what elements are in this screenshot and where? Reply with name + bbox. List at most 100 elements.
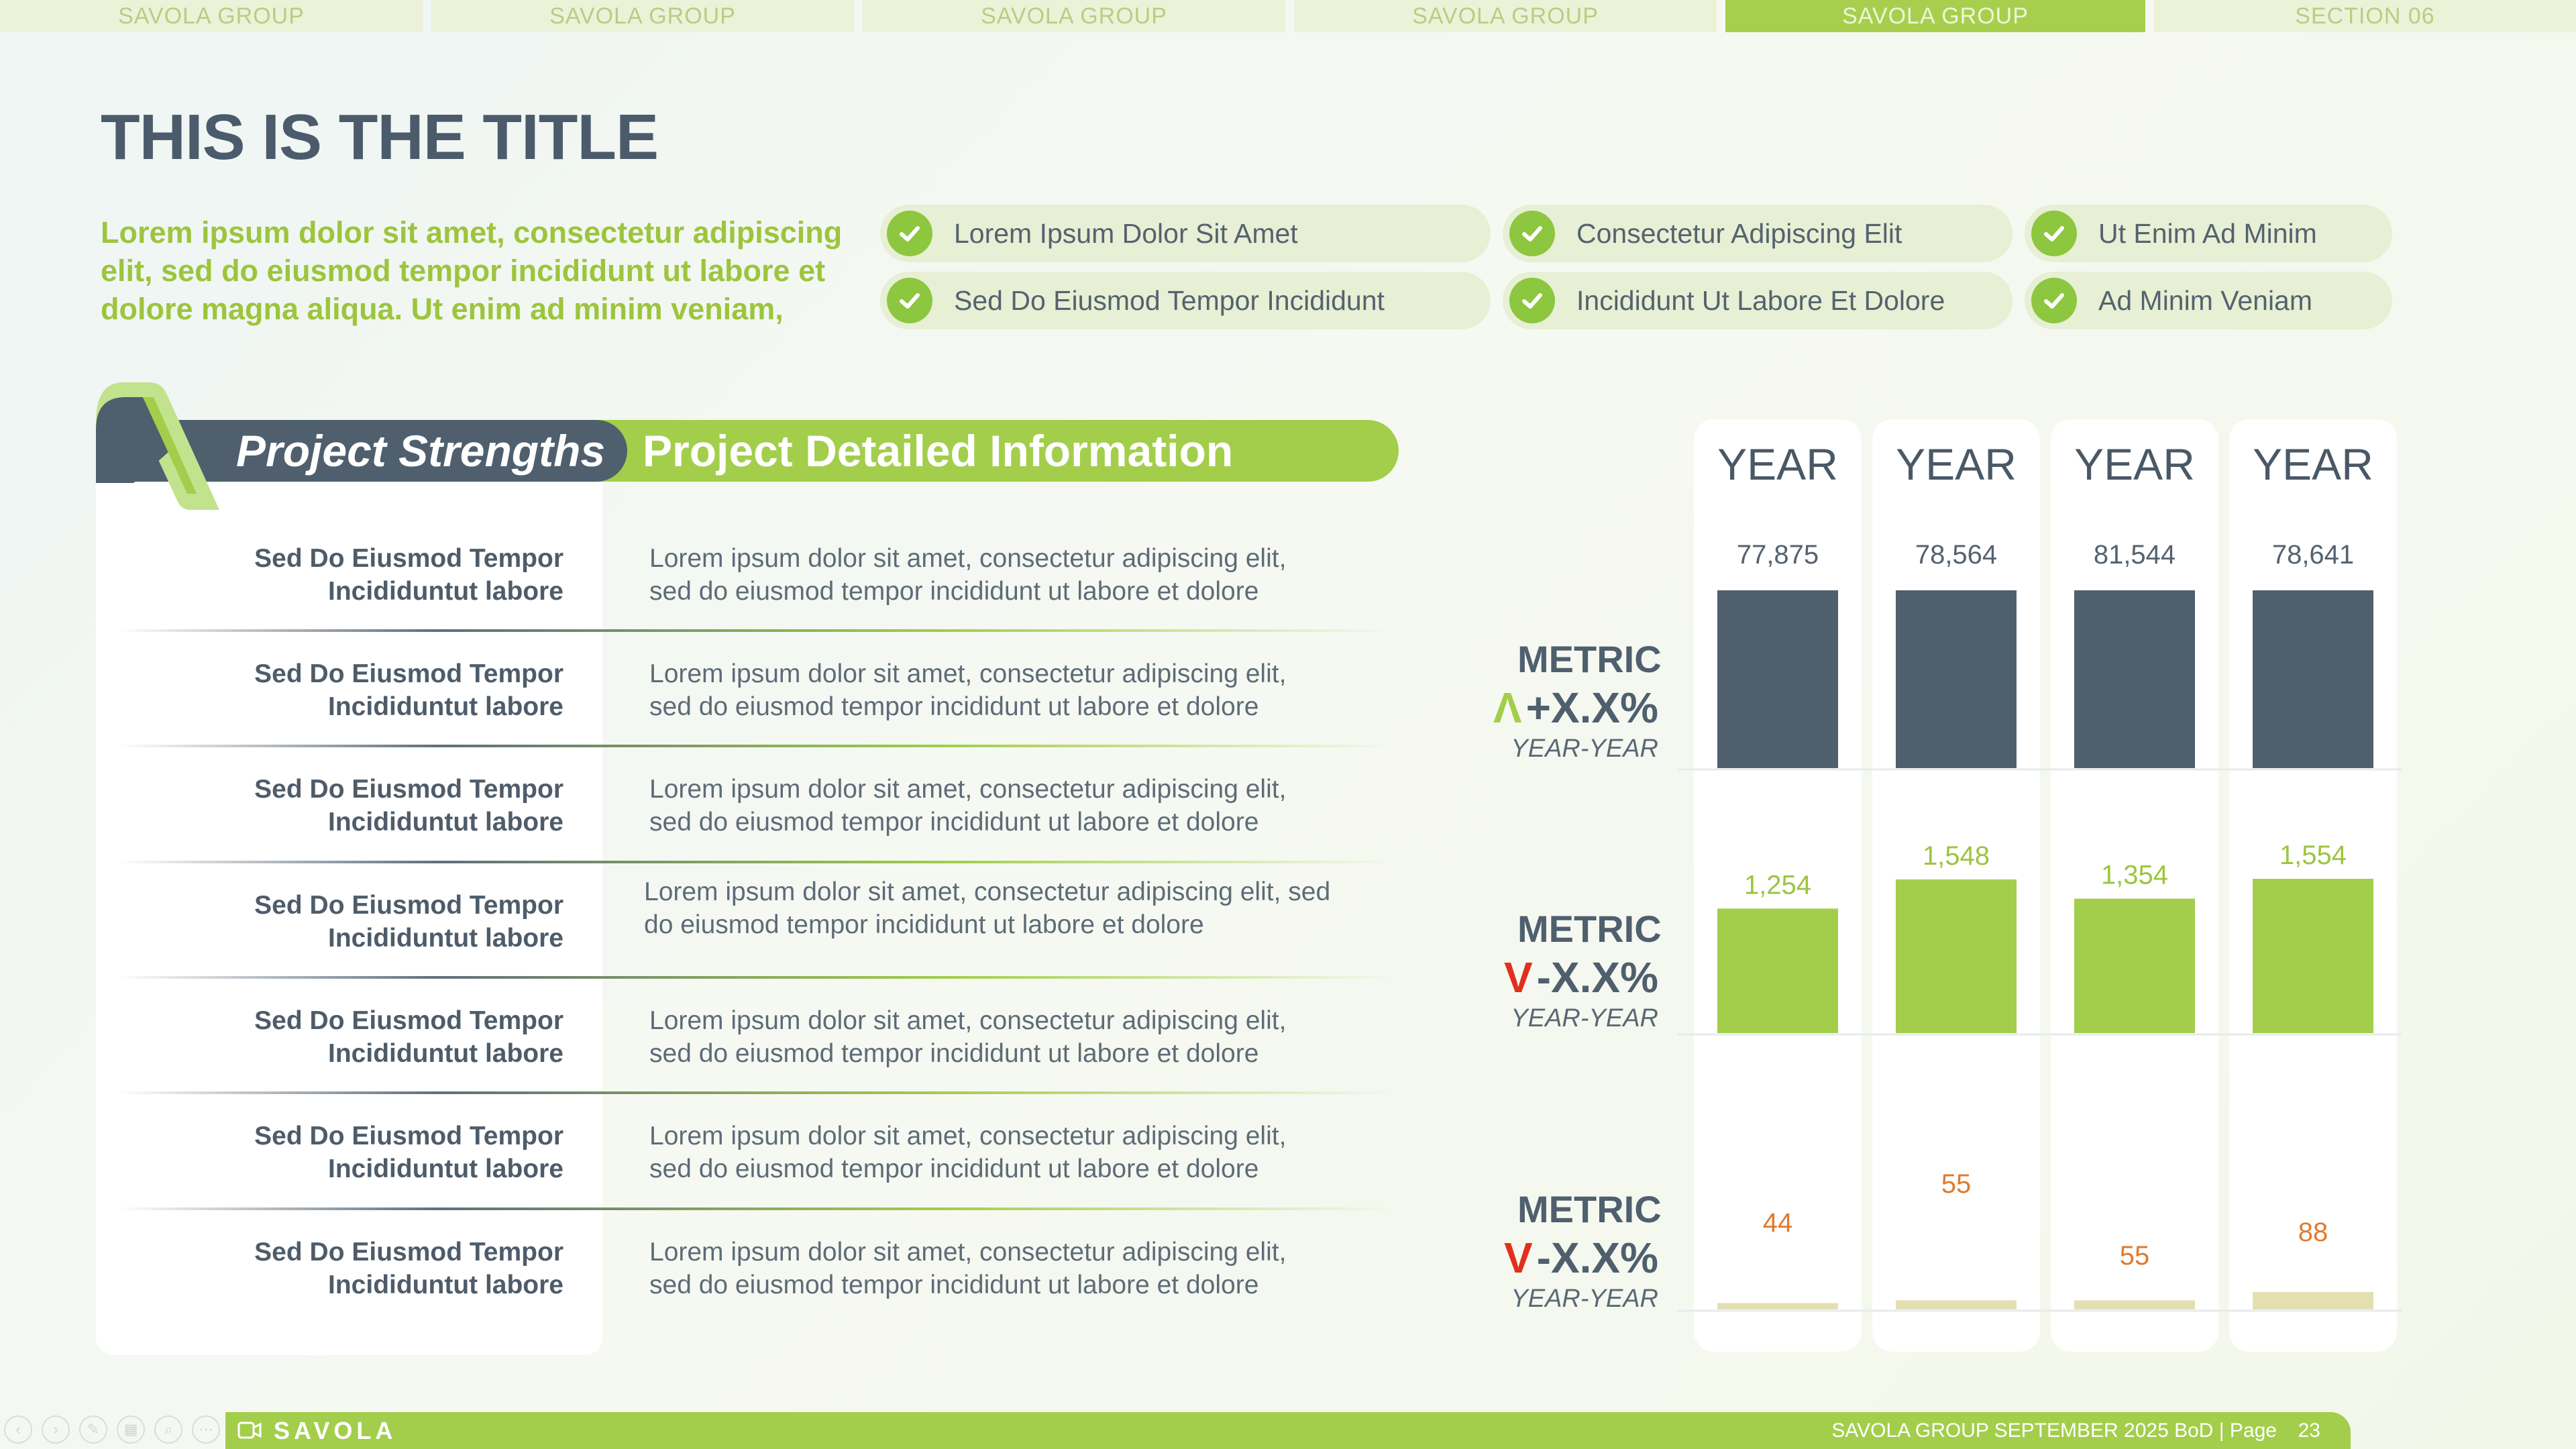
check-pill-label: Sed Do Eiusmod Tempor Incididunt: [954, 284, 1385, 316]
check-pill-3: Ut Enim Ad Minim: [2025, 205, 2392, 262]
data-label: 1,554: [2279, 841, 2347, 870]
footer-bar: SAVOLA SAVOLA GROUP SEPTEMBER 2025 BoD |…: [225, 1412, 2351, 1449]
data-label: 1,254: [1744, 870, 1811, 900]
bar: [2253, 1292, 2373, 1309]
metric-change-value: -X.X%: [1536, 1234, 1658, 1282]
row-divider: [117, 861, 1399, 863]
check-pill-label: Consectetur Adipiscing Elit: [1576, 217, 1902, 249]
bar: [2253, 590, 2373, 768]
year-label: YEAR: [2253, 439, 2373, 489]
row-divider: [117, 745, 1399, 747]
nav-tab-3[interactable]: SAVOLA GROUP: [863, 0, 1285, 32]
camera-icon[interactable]: [236, 1417, 263, 1444]
row-key: Sed Do Eiusmod Tempor Incididuntut labore: [254, 1122, 564, 1183]
bar: [2074, 1300, 2195, 1309]
more-options-icon[interactable]: ⋯: [192, 1415, 220, 1444]
year-bar-chart: YEAR YEAR YEAR YEAR 77,875 78,564 81,544 78,641…: [1677, 419, 2402, 1352]
nav-tab-4[interactable]: SAVOLA GROUP: [1294, 0, 1717, 32]
row-value: Lorem ipsum dolor sit amet, consectetur …: [644, 877, 1331, 939]
up-arrow-icon: Λ: [1493, 684, 1522, 732]
slide-forward-icon[interactable]: ›: [42, 1415, 70, 1444]
metric-name: METRIC: [1517, 638, 1662, 680]
row-divider: [117, 629, 1399, 632]
bar: [1896, 590, 2017, 768]
data-label: 1,354: [2101, 861, 2168, 890]
row-key: Sed Do Eiusmod Tempor Incididuntut labore: [254, 891, 564, 953]
bar: [1896, 1300, 2017, 1309]
check-pill-label: Ad Minim Veniam: [2098, 284, 2313, 316]
data-label: 1,548: [1923, 841, 1990, 871]
footer-caption: SAVOLA GROUP SEPTEMBER 2025 BoD | Page: [1831, 1419, 2277, 1442]
metric-name: METRIC: [1517, 908, 1662, 950]
header-project-strengths: Project Strengths: [134, 420, 627, 482]
row-value: Lorem ipsum dolor sit amet, consectetur …: [649, 775, 1287, 837]
footer-brand-logo: SAVOLA: [274, 1417, 397, 1444]
pen-tool-icon[interactable]: ✎: [79, 1415, 107, 1444]
row-value: Lorem ipsum dolor sit amet, consectetur …: [649, 659, 1287, 721]
data-label: 44: [1763, 1208, 1793, 1238]
bar: [1717, 908, 1838, 1033]
bar: [1717, 590, 1838, 768]
check-pill-6: Ad Minim Veniam: [2025, 272, 2392, 329]
row-key: Sed Do Eiusmod Tempor Incididuntut labore: [254, 1006, 564, 1068]
row-value: Lorem ipsum dolor sit amet, consectetur …: [649, 1122, 1287, 1183]
metric-period: YEAR-YEAR: [1511, 735, 1658, 763]
metric-period: YEAR-YEAR: [1511, 1285, 1658, 1313]
row-key: Sed Do Eiusmod Tempor Incididuntut labore: [254, 775, 564, 837]
data-label: 55: [2120, 1241, 2150, 1271]
checkmark-icon: [1509, 211, 1555, 256]
check-pill-label: Lorem Ipsum Dolor Sit Amet: [954, 217, 1298, 249]
year-label: YEAR: [2074, 439, 2195, 489]
savola-chevron-logo-icon: [96, 382, 219, 510]
data-label: 55: [1941, 1169, 1972, 1199]
nav-tab-2[interactable]: SAVOLA GROUP: [431, 0, 854, 32]
top-navigation: SAVOLA GROUP SAVOLA GROUP SAVOLA GROUP S…: [0, 0, 2576, 32]
checkmark-icon: [2031, 211, 2077, 256]
row-key: Sed Do Eiusmod Tempor Incididuntut labore: [254, 544, 564, 606]
metric-change: Λ+X.X%: [1476, 683, 1658, 733]
nav-tab-1[interactable]: SAVOLA GROUP: [0, 0, 423, 32]
slide-back-icon[interactable]: ‹: [4, 1415, 32, 1444]
header-detailed-information-label: Project Detailed Information: [643, 426, 1234, 476]
year-label: YEAR: [1717, 439, 1838, 489]
intro-paragraph: Lorem ipsum dolor sit amet, consectetur …: [101, 215, 843, 326]
data-label: 78,564: [1915, 540, 1997, 570]
data-label: 88: [2298, 1218, 2328, 1247]
row-value: Lorem ipsum dolor sit amet, consectetur …: [649, 1006, 1287, 1068]
bar: [2074, 898, 2195, 1033]
row-key: Sed Do Eiusmod Tempor Incididuntut labore: [254, 1238, 564, 1299]
bar: [1896, 879, 2017, 1033]
checkmark-icon: [1509, 278, 1555, 323]
header-detailed-information: Project Detailed Information: [577, 420, 1399, 482]
check-pill-4: Sed Do Eiusmod Tempor Incididunt: [880, 272, 1491, 329]
down-arrow-icon: V: [1503, 953, 1533, 1002]
row-key: Sed Do Eiusmod Tempor Incididuntut labore: [254, 659, 564, 721]
check-pill-label: Incididunt Ut Labore Et Dolore: [1576, 284, 1945, 316]
checkmark-icon: [2031, 278, 2077, 323]
row-value: Lorem ipsum dolor sit amet, consectetur …: [649, 1238, 1287, 1299]
down-arrow-icon: V: [1503, 1234, 1533, 1282]
slides-grid-icon[interactable]: ▦: [117, 1415, 145, 1444]
check-pill-5: Incididunt Ut Labore Et Dolore: [1503, 272, 2012, 329]
check-pill-1: Lorem Ipsum Dolor Sit Amet: [880, 205, 1491, 262]
page-number: 23: [2298, 1419, 2320, 1442]
metric-change: V-X.X%: [1476, 1233, 1658, 1283]
metric-change-value: +X.X%: [1525, 684, 1658, 732]
nav-tab-section[interactable]: SECTION 06: [2154, 0, 2576, 32]
checkmark-icon: [887, 211, 932, 256]
metric-period: YEAR-YEAR: [1511, 1004, 1658, 1032]
nav-tab-5-active[interactable]: SAVOLA GROUP: [1725, 0, 2145, 32]
row-value: Lorem ipsum dolor sit amet, consectetur …: [649, 544, 1287, 606]
metric-change: V-X.X%: [1476, 953, 1658, 1002]
data-label: 78,641: [2272, 540, 2354, 570]
data-label: 77,875: [1737, 540, 1819, 570]
bar: [1717, 1303, 1838, 1309]
check-pill-label: Ut Enim Ad Minim: [2098, 217, 2317, 249]
checkmark-icon: [887, 278, 932, 323]
bar: [2074, 590, 2195, 768]
header-project-strengths-label: Project Strengths: [236, 426, 606, 476]
row-divider: [117, 976, 1399, 979]
year-label: YEAR: [1896, 439, 2017, 489]
zoom-icon[interactable]: ⌕: [154, 1415, 182, 1444]
data-label: 81,544: [2094, 540, 2176, 570]
